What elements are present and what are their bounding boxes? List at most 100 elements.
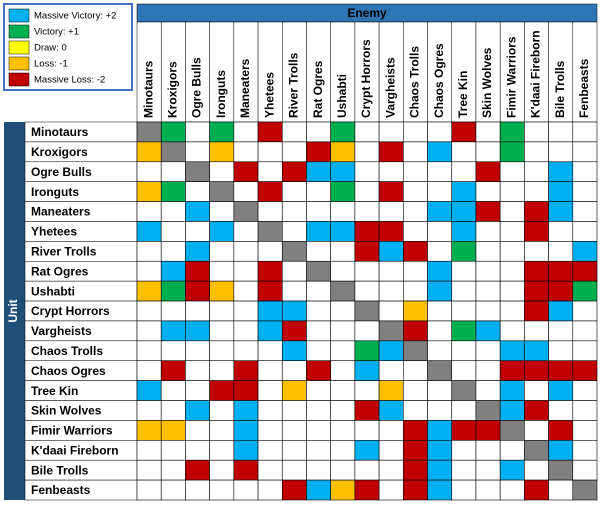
matchup-cell	[548, 221, 574, 242]
column-header-cell	[306, 21, 331, 123]
matchup-cell	[136, 440, 162, 461]
matchup-cell	[451, 380, 477, 401]
matchup-cell	[524, 320, 549, 342]
matchup-cell	[499, 440, 525, 461]
matchup-cell	[572, 221, 598, 242]
matchup-cell	[136, 320, 162, 342]
matchup-cell	[330, 121, 356, 143]
matchup-cell	[548, 320, 574, 342]
matchup-cell	[572, 440, 598, 461]
matchup-cell	[257, 221, 283, 242]
matchup-cell	[281, 280, 307, 302]
matchup-cell	[354, 380, 380, 401]
matchup-cell	[451, 300, 477, 322]
matchup-cell	[136, 221, 162, 242]
matchup-cell	[330, 360, 356, 381]
matchup-cell	[160, 300, 186, 322]
matchup-cell	[354, 241, 380, 262]
matchup-cell	[257, 201, 283, 222]
matchup-cell	[403, 440, 428, 461]
matchup-cell	[281, 181, 307, 202]
matchup-cell	[451, 121, 477, 143]
matchup-cell	[572, 201, 598, 222]
matchup-cell	[524, 280, 549, 302]
matchup-cell	[209, 141, 235, 163]
row-header: Fenbeasts	[31, 483, 91, 497]
matchup-cell	[451, 141, 477, 163]
matchup-cell	[330, 241, 356, 262]
matchup-cell	[281, 479, 307, 501]
matchup-cell	[233, 380, 259, 401]
column-header: Fenbeasts	[577, 58, 591, 118]
matchup-cell	[257, 400, 283, 421]
matchup-cell	[548, 201, 574, 222]
matchup-cell	[403, 221, 428, 242]
matchup-cell	[548, 280, 574, 302]
matchup-cell	[136, 340, 162, 362]
matchup-cell	[257, 459, 283, 481]
matchup-cell	[378, 241, 404, 262]
row-header: Bile Trolls	[31, 463, 89, 477]
matchup-cell	[209, 340, 235, 362]
matchup-cell	[524, 340, 549, 362]
matchup-cell	[136, 280, 162, 302]
matchup-cell	[136, 380, 162, 401]
matchup-cell	[160, 181, 186, 202]
column-header-cell	[524, 21, 549, 123]
matchup-cell	[330, 420, 356, 441]
matchup-cell	[354, 400, 380, 421]
matchup-cell	[524, 420, 549, 441]
matchup-cell	[306, 440, 331, 461]
matchup-cell	[257, 141, 283, 163]
matchup-cell	[281, 260, 307, 282]
matchup-cell	[354, 420, 380, 441]
matchup-cell	[524, 260, 549, 282]
matchup-cell	[572, 459, 598, 481]
column-header: Fimir Warriors	[504, 36, 518, 118]
matchup-cell	[330, 161, 356, 182]
matchup-cell	[475, 241, 501, 262]
matchup-cell	[403, 380, 428, 401]
row-header: Ogre Bulls	[31, 165, 92, 179]
matchup-cell	[475, 479, 501, 501]
legend-label: Loss: -1	[34, 59, 68, 70]
matchup-cell	[403, 320, 428, 342]
column-header: Chaos Trolls	[408, 46, 422, 118]
matchup-cell	[475, 300, 501, 322]
matchup-cell	[209, 161, 235, 182]
matchup-cell	[499, 221, 525, 242]
matchup-cell	[257, 479, 283, 501]
matchup-cell	[572, 260, 598, 282]
legend-label: Massive Loss: -2	[34, 75, 105, 86]
matchup-cell	[257, 360, 283, 381]
matchup-cell	[427, 360, 453, 381]
matchup-cell	[330, 320, 356, 342]
matchup-cell	[451, 181, 477, 202]
matchup-cell	[306, 380, 331, 401]
matchup-cell	[403, 121, 428, 143]
matchup-cell	[281, 340, 307, 362]
matchup-cell	[524, 400, 549, 421]
matchup-cell	[548, 241, 574, 262]
matchup-cell	[378, 280, 404, 302]
matchup-cell	[475, 161, 501, 182]
matchup-cell	[330, 221, 356, 242]
column-header: Ironguts	[214, 70, 228, 118]
matchup-cell	[160, 260, 186, 282]
row-header: Vargheists	[31, 324, 92, 338]
matchup-cell	[427, 260, 453, 282]
matchup-cell	[524, 241, 549, 262]
matchup-cell	[378, 161, 404, 182]
matchup-cell	[548, 300, 574, 322]
matchup-cell	[185, 121, 210, 143]
matchup-cell	[451, 440, 477, 461]
matchup-cell	[257, 440, 283, 461]
matchup-cell	[306, 241, 331, 262]
column-header-cell	[451, 21, 477, 123]
row-header: K'daai Fireborn	[31, 443, 119, 457]
matchup-cell	[160, 440, 186, 461]
matchup-cell	[185, 459, 210, 481]
matchup-cell	[233, 320, 259, 342]
matchup-cell	[160, 459, 186, 481]
matchup-cell	[475, 340, 501, 362]
